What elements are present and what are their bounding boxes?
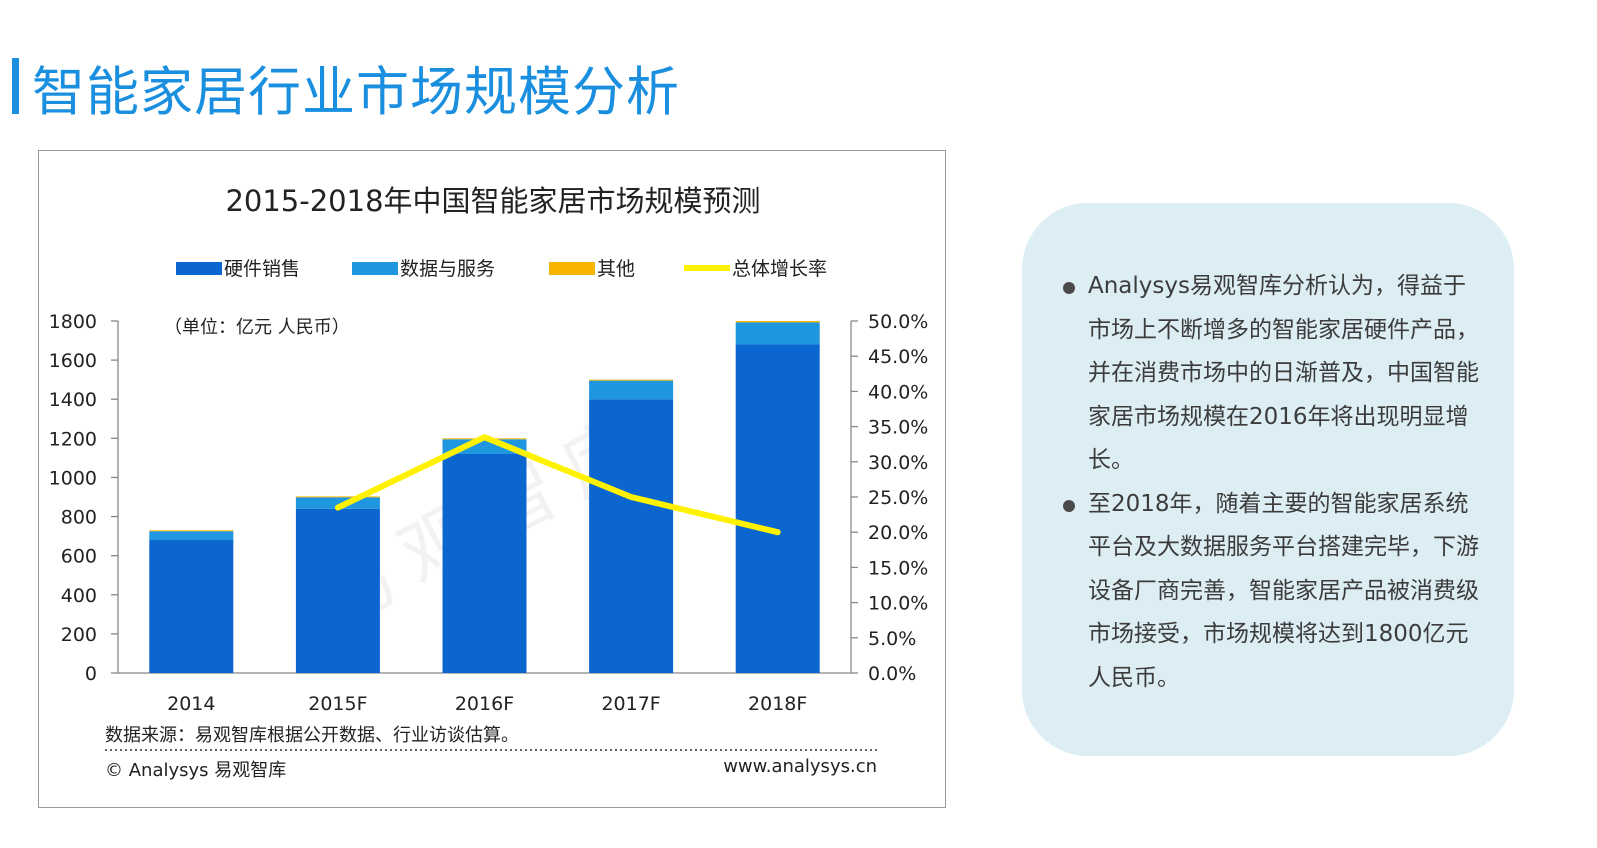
y-right-tick-label: 15.0% [868,557,928,579]
x-tick-label: 2014 [167,693,215,715]
legend-label-0: 硬件销售 [224,258,300,280]
x-tick-label: 2015F [308,693,367,715]
y-left-tick-label: 400 [61,585,97,607]
y-left-tick-label: 1000 [49,467,97,489]
bar-hardware-1 [295,508,380,673]
title-accent-bar [12,58,19,114]
analysis-note-list: Analysys易观智库分析认为，得益于市场上不断增多的智能家居硬件产品，并在消… [1062,265,1482,700]
growth-rate-point-0 [336,506,340,510]
bar-service-1 [295,497,380,509]
chart-title: 2015-2018年中国智能家居市场规模预测 [225,184,760,218]
x-tick-label: 2017F [601,693,660,715]
legend-label-1: 数据与服务 [400,258,495,280]
legend-swatch-1 [352,262,398,275]
bar-hardware-0 [149,540,234,673]
growth-rate-point-3 [776,530,780,534]
bar-service-4 [735,322,820,345]
y-left-tick-label: 600 [61,546,97,568]
y-right-tick-label: 5.0% [868,628,916,650]
y-right-tick-label: 50.0% [868,311,928,333]
bar-other-1 [295,496,380,498]
page-title: 智能家居行业市场规模分析 [32,62,680,123]
website-text: www.analysys.cn [723,756,877,777]
bar-service-3 [589,380,674,400]
chart-svg: 易观智库2015-2018年中国智能家居市场规模预测硬件销售数据与服务其他总体增… [49,184,929,781]
growth-rate-point-1 [483,435,486,439]
analysis-note-text: 至2018年，随着主要的智能家居系统平台及大数据服务平台搭建完毕，下游设备厂商完… [1088,490,1479,691]
data-source-note: 数据来源：易观智库根据公开数据、行业访谈估算。 [105,725,519,746]
bar-other-4 [735,321,820,323]
bar-hardware-2 [442,453,527,673]
growth-rate-line [334,434,781,536]
growth-rate-point-2 [629,495,633,499]
y-left-tick-label: 1600 [49,350,97,372]
y-right-tick-label: 20.0% [868,522,928,544]
y-left-tick-label: 0 [85,663,97,685]
bar-hardware-3 [589,399,674,673]
y-left-tick-label: 1800 [49,311,97,333]
y-right-tick-label: 45.0% [868,346,928,368]
bar-other-0 [149,530,234,532]
bar-service-0 [149,531,234,541]
y-right-tick-label: 0.0% [868,663,916,685]
legend-label-3: 总体增长率 [732,258,827,280]
analysis-note-text: Analysys易观智库分析认为，得益于市场上不断增多的智能家居硬件产品，并在消… [1088,273,1479,473]
analysis-note-item: Analysys易观智库分析认为，得益于市场上不断增多的智能家居硬件产品，并在消… [1062,265,1482,483]
bullet-dot-icon [1063,499,1075,512]
chart-panel: 易观智库2015-2018年中国智能家居市场规模预测硬件销售数据与服务其他总体增… [38,150,946,808]
y-right-tick-label: 40.0% [868,381,928,403]
bar-hardware-4 [735,344,820,673]
x-tick-label: 2016F [455,693,514,715]
y-right-tick-label: 30.0% [868,452,928,474]
analysis-note-panel: Analysys易观智库分析认为，得益于市场上不断增多的智能家居硬件产品，并在消… [1022,203,1514,756]
legend-swatch-0 [176,262,222,275]
x-tick-label: 2018F [748,693,807,715]
y-left-tick-label: 1400 [49,389,97,411]
legend-label-2: 其他 [597,258,635,280]
y-right-tick-label: 35.0% [868,417,928,439]
y-left-tick-label: 200 [61,624,97,646]
bullet-dot-icon [1063,282,1075,294]
y-right-tick-label: 10.0% [868,593,928,615]
analysis-note-item: 至2018年，随着主要的智能家居系统平台及大数据服务平台搭建完毕，下游设备厂商完… [1062,483,1482,701]
legend-swatch-2 [549,262,595,275]
bar-other-3 [589,379,674,381]
unit-note: （单位：亿元 人民币） [164,317,350,338]
y-left-tick-label: 800 [61,507,97,529]
y-right-tick-label: 25.0% [868,487,928,509]
copyright-text: © Analysys 易观智库 [105,760,286,781]
y-left-tick-label: 1200 [49,428,97,450]
